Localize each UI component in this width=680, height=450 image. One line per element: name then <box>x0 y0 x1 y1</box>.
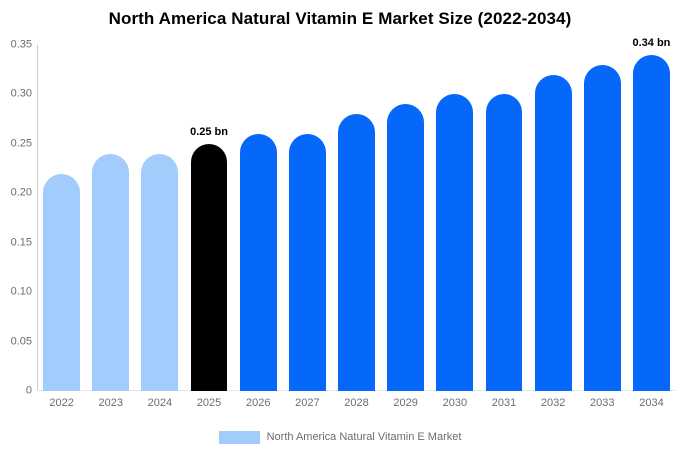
legend-label: North America Natural Vitamin E Market <box>266 430 462 443</box>
x-tick-label-2025: 2025 <box>196 397 222 409</box>
x-tick-label-2022: 2022 <box>49 397 74 409</box>
bar-slot-2033: 2033 <box>578 45 627 409</box>
bar-slot-2031: 2031 <box>479 45 528 409</box>
x-tick-label-2026: 2026 <box>245 397 271 409</box>
bar-2028[interactable] <box>338 114 375 391</box>
y-axis: 0 0.05 0.10 0.15 0.20 0.25 0.30 0.35 <box>0 39 32 396</box>
bar-2025[interactable]: 0.25 bn <box>190 126 228 391</box>
y-tick-label-0.05: 0.05 <box>10 335 32 348</box>
bar-2032[interactable] <box>534 74 572 391</box>
bar-2026[interactable] <box>239 133 277 391</box>
x-tick-label-2027: 2027 <box>295 397 320 409</box>
chart-title: North America Natural Vitamin E Market S… <box>108 9 572 28</box>
bar-slot-2030: 2030 <box>430 45 479 409</box>
legend-swatch <box>218 430 260 444</box>
x-tick-label-2031: 2031 <box>491 397 517 409</box>
bar-2024[interactable] <box>141 153 179 391</box>
y-tick-label-0.15: 0.15 <box>10 236 32 249</box>
bar-slot-2026: 2026 <box>234 45 283 409</box>
bar-slot-2034: 0.34 bn 2034 <box>627 37 676 408</box>
bar-slot-2023: 2023 <box>86 45 135 409</box>
bar-slot-2032: 2032 <box>529 45 578 409</box>
y-tick-label-0.25: 0.25 <box>10 137 32 150</box>
y-tick-label-0.10: 0.10 <box>10 285 32 298</box>
x-tick-label-2033: 2033 <box>590 397 615 409</box>
x-tick-label-2024: 2024 <box>147 397 173 409</box>
bar-slot-2027: 2027 <box>283 45 332 409</box>
bar-slot-2028: 2028 <box>332 45 381 409</box>
bar-slot-2025: 0.25 bn 2025 <box>184 45 233 408</box>
bar-2023[interactable] <box>92 153 130 391</box>
y-tick-label-0.30: 0.30 <box>10 87 32 100</box>
bar-series: 2022 2023 2024 0.25 bn 2025 2026 2027 2028 2029 2… <box>37 37 676 409</box>
x-tick-label-2030: 2030 <box>442 397 468 409</box>
plot-area: 2022 2023 2024 0.25 bn 2025 2026 2027 2028 2029 2… <box>37 37 676 409</box>
bar-slot-2029: 2029 <box>381 45 430 409</box>
legend-item[interactable]: North America Natural Vitamin E Market <box>0 430 680 444</box>
y-tick-label-0.20: 0.20 <box>10 186 32 199</box>
bar-2029[interactable] <box>387 104 425 391</box>
x-tick-label-2034: 2034 <box>639 397 664 409</box>
y-axis-line <box>37 45 38 391</box>
bar-2031[interactable] <box>485 94 523 391</box>
bar-value-label-2025: 0.25 bn <box>190 125 228 138</box>
bar-2033[interactable] <box>583 64 621 391</box>
bar-2022[interactable] <box>43 173 80 391</box>
x-tick-label-2028: 2028 <box>344 397 369 409</box>
bar-2030[interactable] <box>436 94 474 391</box>
y-tick-label-0.35: 0.35 <box>10 38 32 51</box>
bar-2027[interactable] <box>288 133 326 391</box>
bar-slot-2022: 2022 <box>37 45 86 409</box>
bar-slot-2024: 2024 <box>135 45 184 409</box>
x-tick-label-2029: 2029 <box>393 397 418 409</box>
x-tick-label-2032: 2032 <box>540 397 566 409</box>
x-tick-label-2023: 2023 <box>98 397 123 409</box>
bar-value-label-2034: 0.34 bn <box>632 36 671 49</box>
bar-2034[interactable]: 0.34 bn <box>632 37 670 391</box>
y-tick-label-0: 0 <box>25 384 32 397</box>
